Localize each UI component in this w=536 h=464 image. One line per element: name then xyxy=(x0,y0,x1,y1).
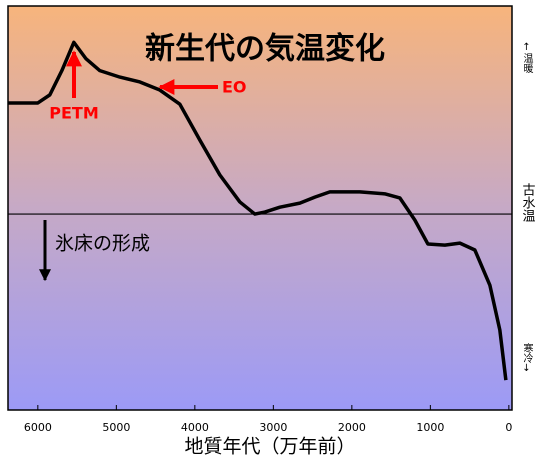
x-axis-label: 地質年代（万年前） xyxy=(184,436,355,458)
x-tick-label: 1000 xyxy=(416,421,444,434)
warm-label: ↑温暖 xyxy=(521,42,533,74)
x-tick-label: 6000 xyxy=(24,421,52,434)
x-tick-label: 4000 xyxy=(181,421,209,434)
chart-title: 新生代の気温変化 xyxy=(145,32,385,67)
cold-label: 寒冷↓ xyxy=(521,342,533,374)
plot-area xyxy=(7,5,513,411)
data-line xyxy=(8,40,508,381)
x-tick-label: 2000 xyxy=(338,421,366,434)
x-tick-label: 3000 xyxy=(259,421,287,434)
petm-label: PETM xyxy=(49,104,99,123)
x-tick-label: 0 xyxy=(505,421,512,434)
paleo-label: 古水温 xyxy=(520,183,536,222)
ice-label: 氷床の形成 xyxy=(55,233,150,255)
eo-label: EO xyxy=(222,78,247,97)
x-tick-label: 5000 xyxy=(102,421,130,434)
